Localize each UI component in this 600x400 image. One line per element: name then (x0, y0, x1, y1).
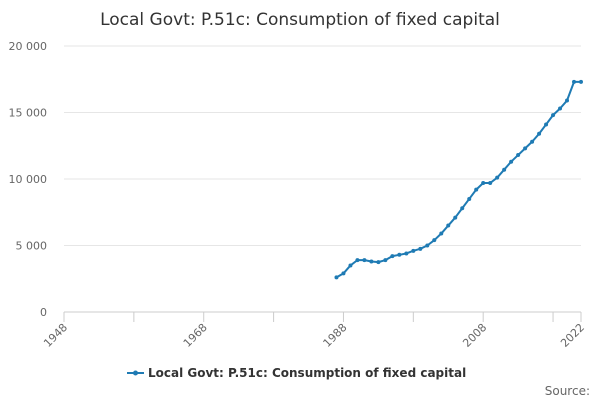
data-point[interactable] (551, 113, 556, 118)
data-point[interactable] (355, 258, 360, 263)
data-point[interactable] (453, 215, 458, 220)
data-point[interactable] (579, 79, 583, 84)
data-point[interactable] (446, 223, 451, 228)
x-tick-label: 1948 (41, 321, 70, 350)
data-point[interactable] (565, 98, 570, 103)
data-point[interactable] (390, 254, 395, 259)
data-point[interactable] (334, 275, 339, 280)
data-point[interactable] (530, 139, 535, 144)
y-tick-label: 10 000 (9, 173, 48, 186)
y-tick-label: 20 000 (9, 40, 48, 53)
series-layer (334, 79, 583, 280)
x-tick-label: 1988 (321, 321, 350, 350)
grid (64, 45, 581, 246)
legend-label: Local Govt: P.51c: Consumption of fixed … (148, 366, 466, 380)
data-point[interactable] (348, 263, 353, 268)
data-point[interactable] (558, 106, 563, 111)
x-axis: 1948 1968 1988 2008 2022 (41, 311, 587, 350)
x-tick-label: 2022 (558, 321, 587, 350)
y-tick-label: 15 000 (9, 107, 48, 120)
source-label: Source: (545, 384, 590, 398)
data-point[interactable] (397, 252, 402, 257)
y-tick-label: 5 000 (16, 240, 48, 253)
legend-marker-swatch (133, 370, 138, 376)
legend[interactable]: Local Govt: P.51c: Consumption of fixed … (127, 366, 466, 380)
data-point[interactable] (495, 175, 500, 180)
data-point[interactable] (341, 271, 346, 276)
data-point[interactable] (425, 243, 430, 248)
data-point[interactable] (544, 122, 549, 127)
data-point[interactable] (432, 238, 437, 243)
data-point[interactable] (376, 260, 381, 265)
data-point[interactable] (362, 258, 367, 263)
data-point[interactable] (411, 248, 416, 253)
data-point[interactable] (509, 159, 514, 164)
data-point[interactable] (439, 231, 444, 236)
x-tick-label: 2008 (460, 321, 489, 350)
data-point[interactable] (481, 180, 486, 185)
data-point[interactable] (516, 153, 521, 158)
y-axis: 0 5 000 10 000 15 000 20 000 (9, 40, 48, 319)
x-tick-label: 1968 (181, 321, 210, 350)
data-point[interactable] (404, 251, 409, 256)
data-point[interactable] (383, 258, 388, 263)
data-point[interactable] (537, 131, 542, 136)
data-point[interactable] (488, 180, 493, 185)
data-point[interactable] (369, 259, 374, 264)
data-point[interactable] (418, 246, 423, 251)
data-point[interactable] (502, 167, 507, 172)
series-line (335, 80, 581, 279)
data-point[interactable] (467, 196, 472, 201)
data-point[interactable] (572, 79, 577, 84)
y-tick-label: 0 (40, 306, 47, 319)
data-point[interactable] (460, 206, 465, 211)
chart-title: Local Govt: P.51c: Consumption of fixed … (100, 10, 500, 30)
data-point[interactable] (474, 187, 479, 192)
data-point[interactable] (523, 146, 528, 151)
